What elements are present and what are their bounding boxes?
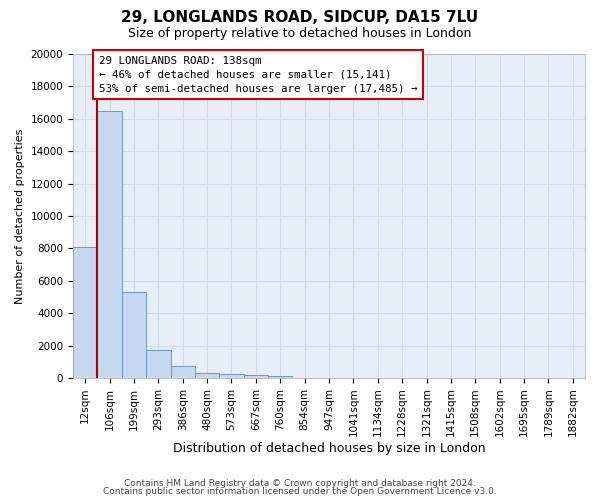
Bar (244, 375, 268, 378)
X-axis label: Distribution of detached houses by size in London: Distribution of detached houses by size … (173, 442, 485, 455)
Text: Contains public sector information licensed under the Open Government Licence v3: Contains public sector information licen… (103, 487, 497, 496)
Bar (122, 292, 146, 378)
Bar (97, 110, 122, 378)
Bar (170, 366, 195, 378)
Text: Contains HM Land Registry data © Crown copyright and database right 2024.: Contains HM Land Registry data © Crown c… (124, 478, 476, 488)
Bar (195, 373, 220, 378)
Bar (73, 247, 97, 378)
Text: 29, LONGLANDS ROAD, SIDCUP, DA15 7LU: 29, LONGLANDS ROAD, SIDCUP, DA15 7LU (121, 10, 479, 25)
Bar (220, 374, 244, 378)
Bar (268, 376, 292, 378)
Text: Size of property relative to detached houses in London: Size of property relative to detached ho… (128, 28, 472, 40)
Text: 29 LONGLANDS ROAD: 138sqm
← 46% of detached houses are smaller (15,141)
53% of s: 29 LONGLANDS ROAD: 138sqm ← 46% of detac… (98, 56, 417, 94)
Y-axis label: Number of detached properties: Number of detached properties (15, 128, 25, 304)
Bar (146, 350, 170, 378)
